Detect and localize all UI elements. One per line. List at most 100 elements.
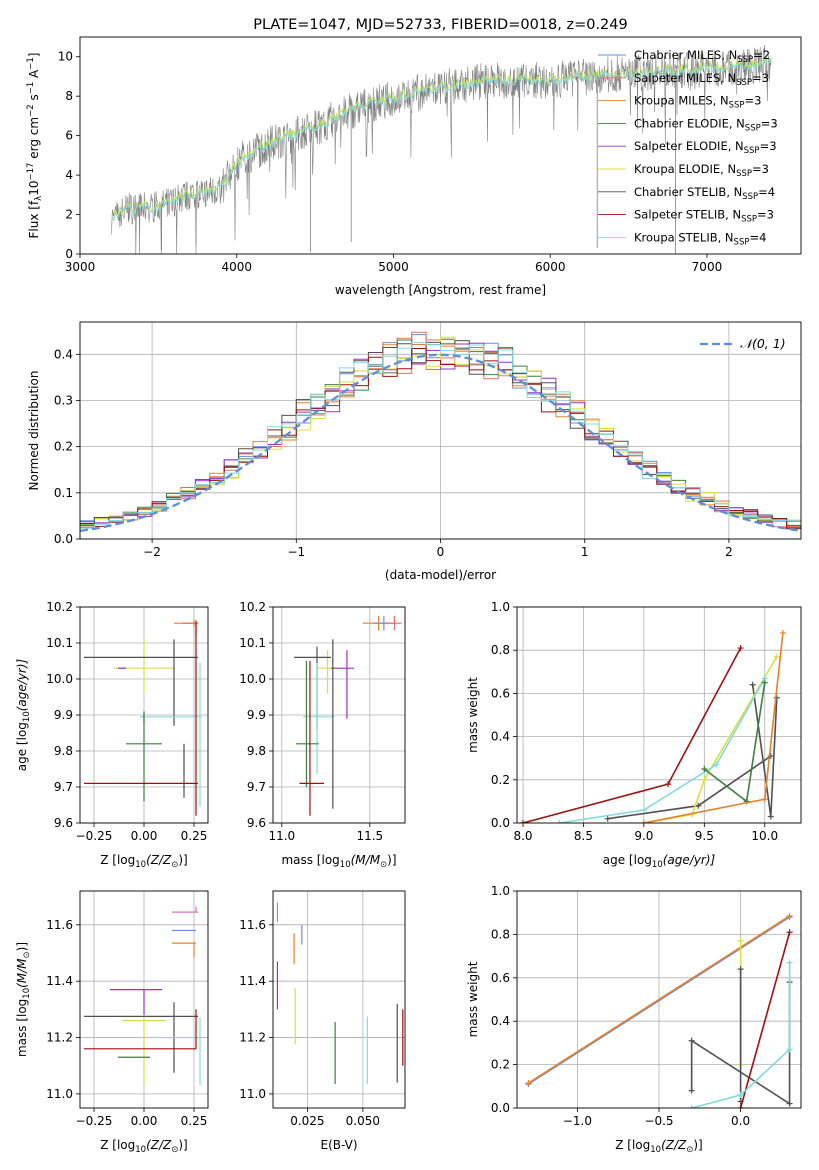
residual-histogram: [80, 336, 801, 526]
data-point: [695, 802, 702, 809]
axes-frame: [79, 890, 209, 1109]
y-tick-label: 4: [65, 168, 73, 182]
model-spectrum: [112, 55, 772, 218]
errorbar-point: [172, 906, 198, 913]
legend-label-part: SSP: [745, 123, 761, 133]
x-axis-label-part: ⊙: [171, 860, 178, 870]
series-line: [607, 755, 772, 820]
x-tick-label: 8.0: [513, 829, 532, 843]
series-line: [559, 677, 766, 823]
data-point: [737, 966, 744, 973]
x-axis-label: mass [log10(M/M⊙)]: [281, 853, 396, 870]
plot-area: [276, 902, 404, 1085]
x-tick-label: 7000: [692, 260, 723, 274]
x-axis-label-part: Z [log: [100, 1138, 135, 1152]
y-tick-label: 10.0: [46, 672, 73, 686]
legend-label: Kroupa MILES, NSSP=3: [634, 94, 761, 111]
y-axis-label-part: erg cm: [27, 117, 41, 163]
panel-spectrum: 3000 4000 5000 6000 7000 0 2 4 6 8 10 PLATE=1047, M…: [26, 17, 802, 297]
plot-area: [294, 616, 402, 816]
y-axis-label-part: (M/M: [15, 958, 29, 988]
errorbar-point: [295, 661, 319, 787]
legend-label-part: SSP: [737, 55, 753, 65]
errorbar-point: [299, 661, 325, 816]
y-axis-label-part: s: [27, 94, 41, 104]
data-point: [688, 1037, 695, 1044]
data-point: [786, 1046, 793, 1053]
plot-area: [84, 906, 201, 1086]
data-point: [761, 796, 768, 803]
panel-weight-vs-age: 8.0 8.5 9.0 9.5 10.0 0.0 0.2 0.4 0.6 0.8 1.0 age [l…: [466, 600, 802, 870]
legend-label-part: SSP: [736, 169, 752, 179]
x-axis-label-part: age [log: [603, 853, 652, 867]
series-line: [691, 962, 791, 1108]
y-tick-label: 0.6: [491, 971, 510, 985]
y-tick-label: 0.8: [491, 643, 510, 657]
y-tick-label: 0.2: [54, 440, 73, 454]
data-point: [761, 679, 768, 686]
data-point: [767, 813, 774, 820]
errorbar-point: [385, 616, 402, 631]
legend-label-part: Salpeter ELODIE, N: [634, 139, 744, 153]
errorbar-point: [317, 650, 339, 694]
y-tick-label: 0.0: [491, 816, 510, 830]
legend-label-part: =3: [752, 71, 769, 85]
y-axis-label-part: mass [log: [15, 999, 29, 1057]
x-tick-label: 3000: [65, 260, 96, 274]
y-tick-label: 11.2: [46, 1031, 73, 1045]
y-axis-label-part: (age/yr)]: [15, 658, 29, 711]
x-axis-label-part: )]: [693, 1138, 702, 1152]
data-point: [786, 959, 793, 966]
y-tick-label: 11.0: [46, 1087, 73, 1101]
panel-mass-vs-ebv: 0.025 0.050 11.0 11.2 11.4 11.6 E(B-V): [239, 890, 406, 1152]
y-axis-label-part: −1: [26, 82, 36, 95]
legend-label: Salpeter MILES, NSSP=3: [634, 71, 769, 88]
y-axis-label: Normed distribution: [27, 371, 41, 491]
y-axis-label-part: 10: [27, 181, 41, 196]
y-axis-label-part: λ: [34, 196, 44, 201]
axes-frame: [516, 606, 802, 824]
y-axis-label: age [log10(age/yr)]: [15, 658, 32, 771]
x-axis-label-part: 10: [650, 1145, 661, 1155]
x-axis-label-part: mass [log: [281, 853, 339, 867]
x-tick-label: −2: [143, 545, 161, 559]
y-tick-label: 10.2: [46, 600, 73, 614]
axes-frame: [79, 321, 802, 540]
y-tick-label: 9.6: [54, 816, 73, 830]
legend-label-part: Chabrier STELIB, N: [634, 185, 742, 199]
x-tick-label: −0.25: [76, 1114, 113, 1128]
x-tick-label: 0: [437, 545, 445, 559]
errorbar-point: [126, 711, 162, 802]
x-tick-label: 9.0: [634, 829, 653, 843]
x-axis-label-part: )]: [178, 853, 187, 867]
model-spectrum: [112, 56, 772, 221]
legend-label-part: Chabrier MILES, N: [634, 48, 737, 62]
y-tick-label: 11.0: [239, 1087, 266, 1101]
legend-label-part: =3: [744, 94, 761, 108]
x-tick-label: −1: [287, 545, 305, 559]
y-axis-label-part: −2: [26, 104, 36, 117]
y-axis-label: mass [log10(M/M⊙)]: [15, 942, 32, 1057]
x-tick-label: 0.25: [181, 829, 208, 843]
legend-item: Chabrier STELIB, NSSP=4: [598, 185, 775, 202]
y-axis-label: mass weight: [466, 677, 480, 753]
data-point: [556, 820, 563, 823]
data-point: [749, 681, 756, 688]
data-point: [520, 820, 527, 823]
x-tick-label: 4000: [221, 260, 252, 274]
y-tick-label: 11.4: [239, 974, 266, 988]
y-tick-label: 2: [65, 208, 73, 222]
y-tick-label: 9.9: [54, 708, 73, 722]
x-axis-label-part: ⊙: [686, 1145, 693, 1155]
legend-label-part: Chabrier ELODIE, N: [634, 116, 745, 130]
x-axis-label-part: 10: [135, 1145, 146, 1155]
plot-area: [111, 44, 772, 254]
y-tick-label: 0.4: [491, 730, 510, 744]
x-axis-label: Z [log10(Z/Z⊙)]: [615, 1138, 703, 1155]
x-tick-label: 6000: [535, 260, 566, 274]
data-point: [713, 761, 720, 768]
data-point: [773, 653, 780, 660]
y-axis-label-part: )]: [15, 942, 29, 951]
y-tick-label: 9.9: [247, 708, 266, 722]
